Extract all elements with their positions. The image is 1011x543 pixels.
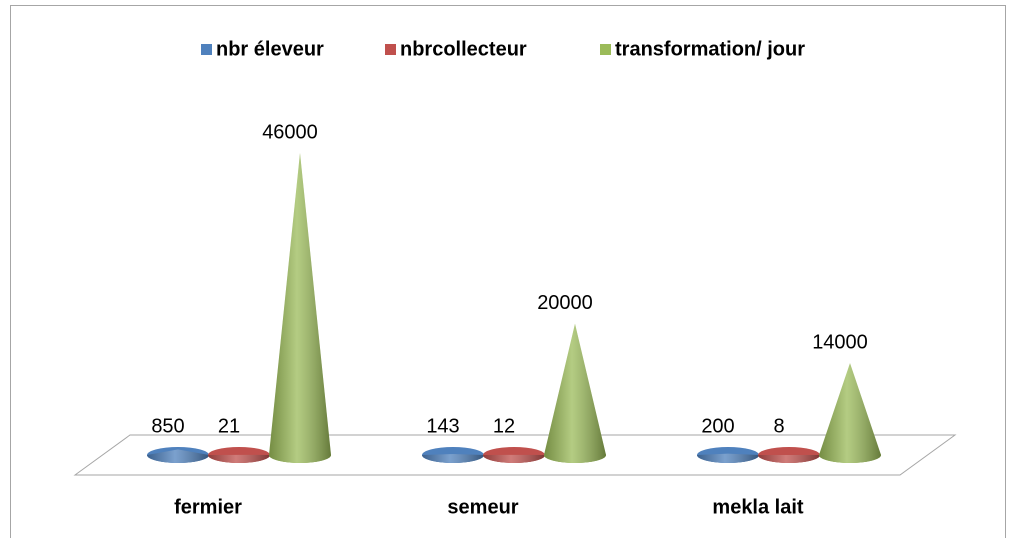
cone-shade xyxy=(208,454,270,463)
cone-shade xyxy=(483,454,545,463)
legend-label: transformation/ jour xyxy=(615,38,805,60)
value-label: 14000 xyxy=(812,331,868,353)
cone-shade xyxy=(819,363,881,463)
cone-shade xyxy=(697,453,759,463)
legend-label: nbr éleveur xyxy=(216,38,324,60)
legend-swatch xyxy=(600,44,611,55)
cone-shade xyxy=(758,454,820,463)
x-tick-label: mekla lait xyxy=(712,496,804,518)
value-label: 200 xyxy=(701,415,734,437)
legend-swatch xyxy=(385,44,396,55)
value-label: 21 xyxy=(218,415,240,437)
value-label: 12 xyxy=(493,415,515,437)
x-tick-label: semeur xyxy=(447,496,518,518)
value-label: 850 xyxy=(151,415,184,437)
value-label: 143 xyxy=(426,415,459,437)
cone-shade xyxy=(422,454,484,463)
value-label: 46000 xyxy=(262,121,318,143)
value-label: 8 xyxy=(773,415,784,437)
legend-label: nbrcollecteur xyxy=(400,38,527,60)
cone-shade xyxy=(269,153,331,463)
cone-shade xyxy=(544,323,606,463)
chart-border xyxy=(10,5,1006,540)
cone-shade xyxy=(147,449,209,463)
value-label: 20000 xyxy=(537,292,593,314)
legend-swatch xyxy=(201,44,212,55)
x-tick-label: fermier xyxy=(174,496,242,518)
